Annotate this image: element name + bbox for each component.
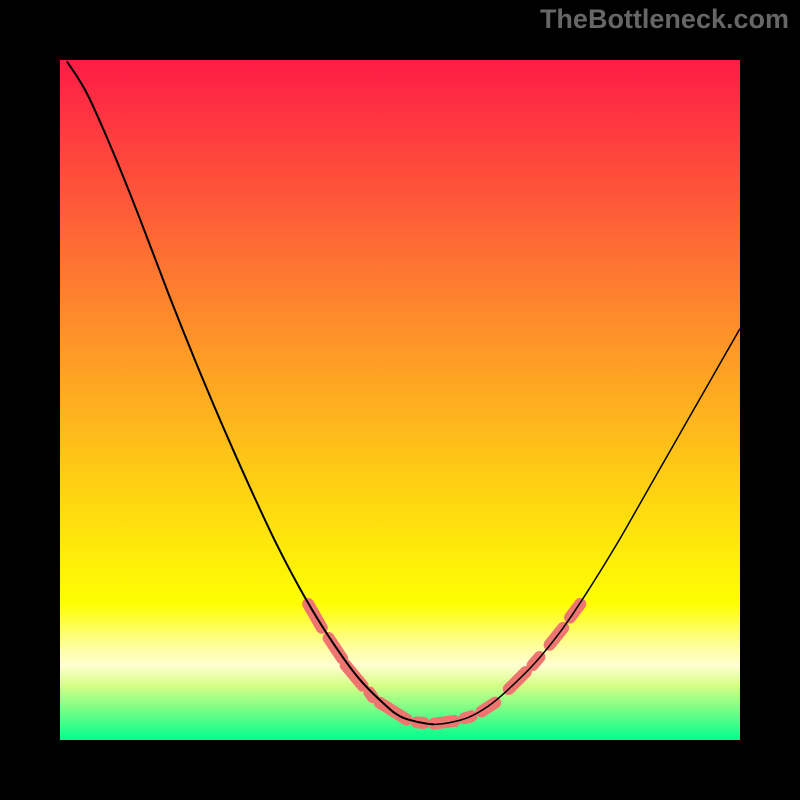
- plot-background: [60, 60, 740, 740]
- bottleneck-chart: [0, 0, 800, 800]
- chart-container: TheBottleneck.com: [0, 0, 800, 800]
- highlight-segment: [482, 703, 496, 712]
- watermark-text: TheBottleneck.com: [540, 4, 789, 35]
